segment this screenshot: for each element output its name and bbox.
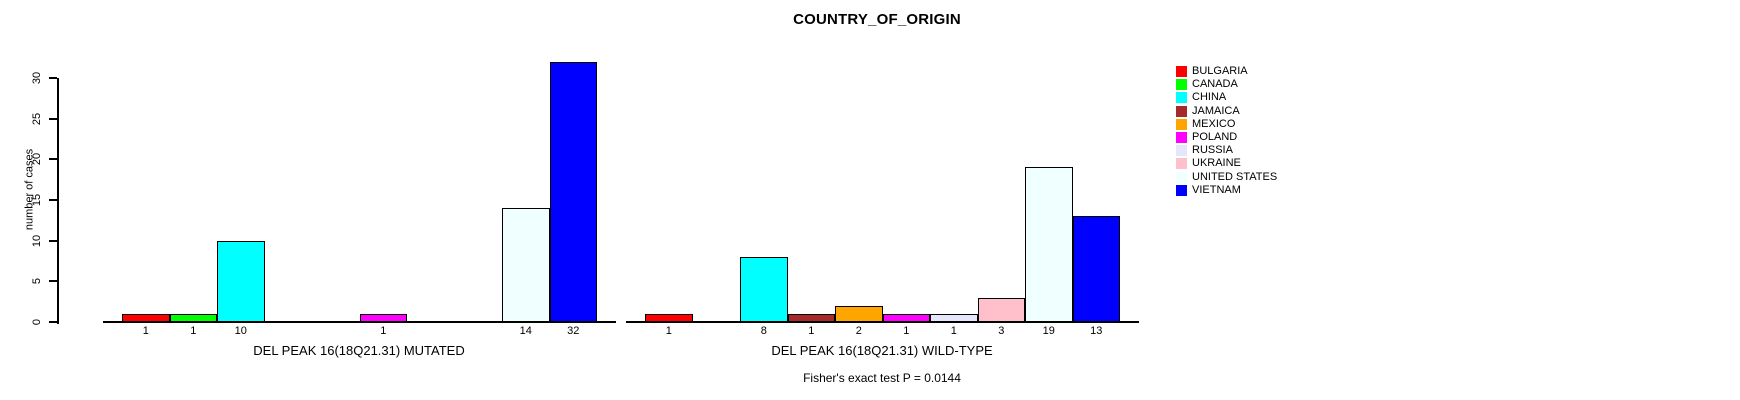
- legend-item: BULGARIA: [1176, 65, 1277, 78]
- legend-swatch-poland: [1176, 132, 1187, 144]
- legend-swatch-bulgaria: [1176, 66, 1187, 78]
- bar-united-states: [502, 208, 550, 322]
- x-axis-title-mutated: DEL PEAK 16(18Q21.31) MUTATED: [253, 343, 465, 358]
- y-axis-tick-label: 10: [31, 234, 43, 247]
- legend-item: JAMAICA: [1176, 105, 1277, 118]
- legend-label: MEXICO: [1192, 117, 1236, 130]
- legend-swatch-mexico: [1176, 118, 1187, 130]
- bar-ukraine: [977, 298, 1025, 322]
- bar-value-label: 2: [855, 325, 862, 337]
- y-axis-tick-label: 25: [31, 112, 43, 125]
- bar-value-label: 1: [380, 325, 387, 337]
- bar-value-label: 10: [234, 325, 247, 337]
- legend-item: UKRAINE: [1176, 157, 1277, 170]
- bar-united-states: [1025, 167, 1073, 322]
- x-axis-baseline: [103, 321, 616, 323]
- bar-vietnam: [549, 62, 597, 322]
- legend-swatch-united-states: [1176, 171, 1187, 183]
- legend-label: JAMAICA: [1192, 104, 1240, 117]
- y-axis-tick: [49, 77, 57, 79]
- y-axis-tick: [49, 117, 57, 120]
- y-axis-tick: [49, 199, 57, 201]
- bar-value-label: 13: [1090, 325, 1103, 337]
- legend-label: CHINA: [1192, 91, 1227, 104]
- legend-swatch-vietnam: [1176, 184, 1187, 196]
- bar-value-label: 1: [950, 325, 957, 337]
- legend-item: RUSSIA: [1176, 144, 1277, 157]
- bar-value-label: 14: [519, 325, 532, 337]
- legend-swatch-jamaica: [1176, 105, 1187, 117]
- bar-value-label: 1: [665, 325, 672, 337]
- x-axis-baseline: [626, 321, 1139, 323]
- bar-china: [217, 241, 265, 322]
- legend-item: UNITED STATES: [1176, 171, 1277, 184]
- legend-label: POLAND: [1192, 131, 1238, 144]
- x-axis-title-wildtype: DEL PEAK 16(18Q21.31) WILD-TYPE: [771, 343, 993, 358]
- y-axis-tick: [49, 239, 57, 242]
- bar-value-label: 19: [1042, 325, 1055, 337]
- y-axis-tick: [49, 280, 57, 283]
- bar-value-label: 1: [190, 325, 197, 337]
- legend-item: MEXICO: [1176, 118, 1277, 131]
- legend-label: RUSSIA: [1192, 144, 1233, 157]
- legend-item: CANADA: [1176, 78, 1277, 91]
- legend-item: POLAND: [1176, 131, 1277, 144]
- legend-item: CHINA: [1176, 91, 1277, 104]
- bar-value-label: 8: [760, 325, 767, 337]
- bar-china: [740, 257, 788, 322]
- y-axis-tick: [49, 158, 57, 161]
- bar-jamaica: [787, 314, 835, 322]
- bar-bulgaria: [645, 314, 693, 322]
- legend: BULGARIA CANADA CHINA JAMAICA MEXICO POLAND RU…: [1176, 65, 1277, 197]
- bar-canada: [169, 314, 217, 322]
- legend-swatch-russia: [1176, 145, 1187, 157]
- legend-swatch-china: [1176, 92, 1187, 104]
- y-axis-tick-label: 0: [31, 318, 43, 326]
- legend-label: UNITED STATES: [1192, 170, 1278, 183]
- bar-russia: [930, 314, 978, 322]
- bar-mexico: [835, 306, 883, 322]
- fisher-test-annotation: Fisher's exact test P = 0.0144: [803, 371, 961, 385]
- y-axis-tick-label: 20: [31, 153, 43, 166]
- bar-value-label: 1: [142, 325, 149, 337]
- legend-item: VIETNAM: [1176, 184, 1277, 197]
- legend-swatch-ukraine: [1176, 158, 1187, 170]
- legend-label: UKRAINE: [1192, 157, 1241, 170]
- bar-vietnam: [1072, 216, 1120, 322]
- y-axis-tick: [49, 321, 57, 323]
- bar-poland: [359, 314, 407, 322]
- y-axis-tick-label: 15: [31, 193, 43, 207]
- bar-bulgaria: [122, 314, 170, 322]
- y-axis-tick-label: 30: [31, 71, 43, 85]
- bar-value-label: 1: [903, 325, 910, 337]
- legend-label: CANADA: [1192, 78, 1238, 91]
- y-axis-line: [57, 78, 59, 324]
- chart-title: COUNTRY_OF_ORIGIN: [793, 11, 961, 28]
- bar-value-label: 1: [808, 325, 815, 337]
- legend-label: BULGARIA: [1192, 65, 1248, 78]
- legend-label: VIETNAM: [1192, 183, 1241, 196]
- bar-value-label: 32: [567, 325, 580, 337]
- bar-poland: [882, 314, 930, 322]
- legend-swatch-canada: [1176, 79, 1187, 91]
- y-axis-tick-label: 5: [31, 278, 43, 285]
- bar-value-label: 3: [998, 325, 1005, 337]
